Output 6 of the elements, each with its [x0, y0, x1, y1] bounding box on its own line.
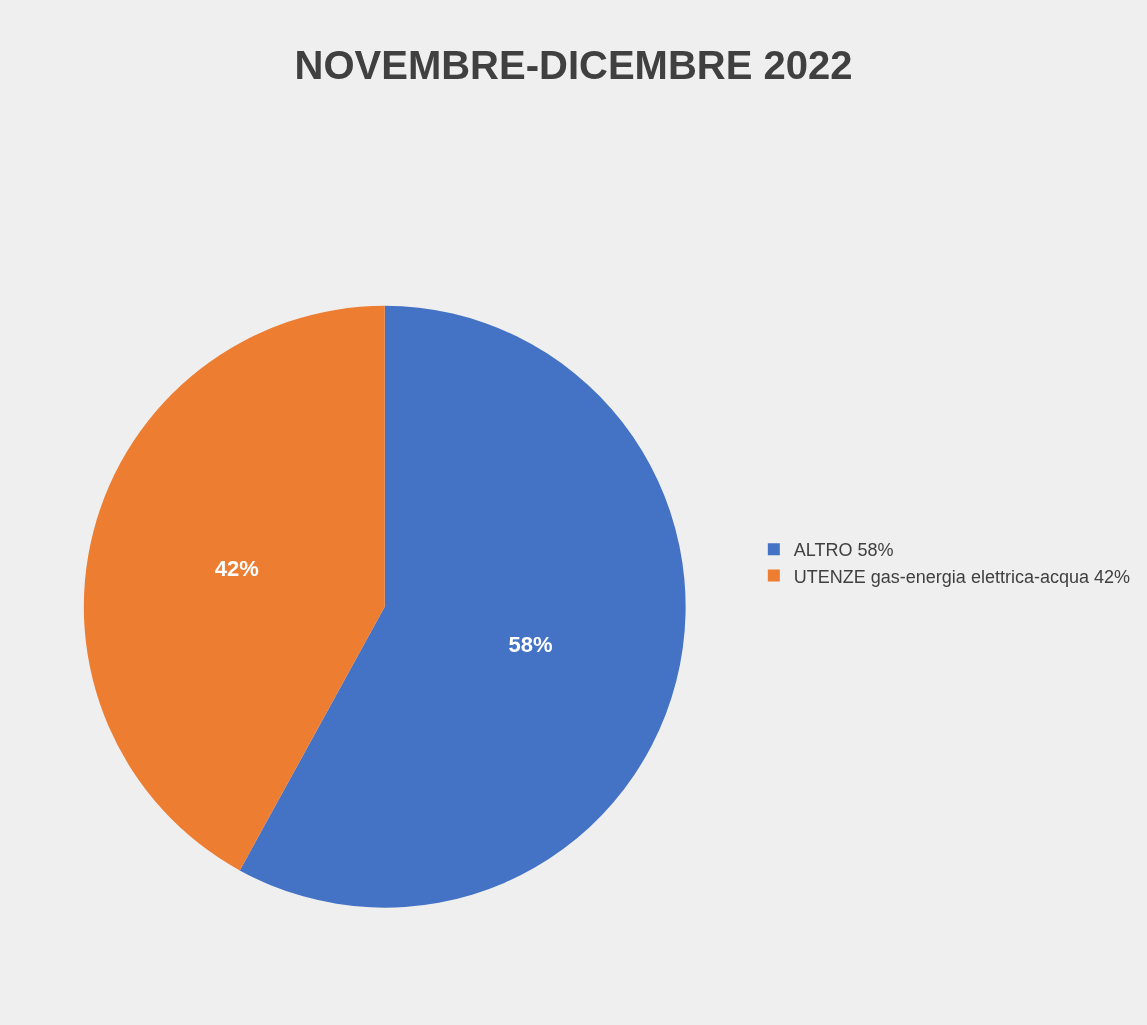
- data-label: 42%: [214, 556, 259, 582]
- legend-label: ALTRO 58%: [793, 540, 894, 561]
- chart-title: NOVEMBRE-DICEMBRE 2022: [294, 43, 853, 88]
- legend-label: UTENZE gas-energia elettrica-acqua 42%: [793, 566, 1130, 587]
- pie-slice: [84, 305, 385, 871]
- data-label: 58%: [508, 631, 553, 657]
